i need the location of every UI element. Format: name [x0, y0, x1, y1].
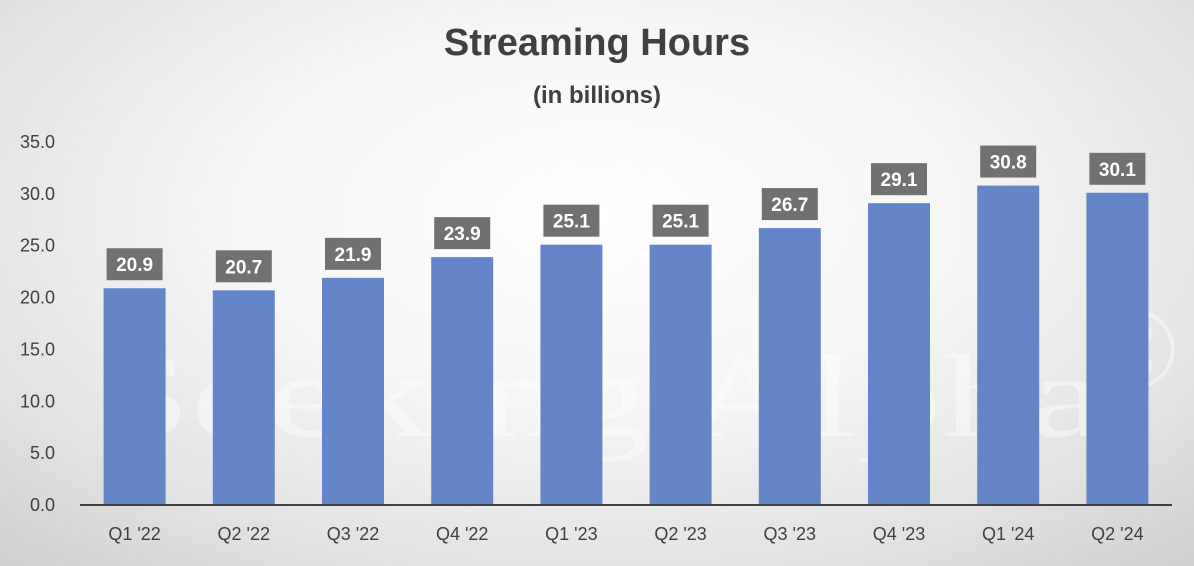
- y-tick-label: 0.0: [30, 495, 55, 515]
- x-tick-label: Q4 '23: [873, 524, 925, 544]
- data-label: 25.1: [543, 204, 600, 237]
- data-labels: 20.9 20.7 21.9 23.9 25.1 25.1 26.7 29.1 30.8 30.1: [106, 145, 1146, 283]
- data-label-text: 29.1: [881, 170, 918, 191]
- y-tick-label: 25.0: [20, 236, 55, 256]
- data-label-box: [761, 188, 818, 221]
- chart-subtitle: (in billions): [533, 82, 661, 109]
- data-label-text: 30.8: [990, 153, 1027, 174]
- data-label-text: 23.9: [444, 224, 481, 245]
- data-label: 25.1: [652, 204, 709, 237]
- x-tick-label: Q2 '22: [218, 524, 270, 544]
- data-label-box: [652, 204, 709, 237]
- bar: [103, 288, 166, 505]
- data-label: 20.9: [106, 248, 163, 281]
- bar: [540, 244, 603, 506]
- y-tick-label: 5.0: [30, 443, 55, 463]
- data-label-text: 25.1: [662, 212, 699, 233]
- x-tick-label: Q3 '23: [764, 524, 816, 544]
- bar: [212, 290, 275, 505]
- x-axis: Q1 '22 Q2 '22 Q3 '22 Q4 '22 Q1 '23 Q2 '23 Q3 '…: [80, 504, 1172, 544]
- data-label: 29.1: [871, 163, 927, 196]
- data-label: 30.1: [1089, 152, 1146, 185]
- data-label-box: [434, 217, 491, 250]
- bar: [649, 244, 712, 506]
- data-label-box: [980, 145, 1037, 178]
- y-tick-label: 15.0: [20, 339, 55, 359]
- chart-title: Streaming Hours: [443, 22, 751, 64]
- x-tick-label: Q2 '24: [1091, 524, 1143, 544]
- data-label-box: [215, 250, 272, 283]
- data-label-box: [325, 237, 381, 270]
- data-label-text: 21.9: [335, 245, 372, 266]
- bar: [431, 257, 494, 505]
- data-label-text: 25.1: [553, 212, 590, 233]
- data-label-box: [543, 204, 600, 237]
- data-label-text: 20.9: [116, 255, 153, 276]
- data-label-box: [1089, 152, 1146, 185]
- x-tick-label: Q1 '23: [545, 524, 597, 544]
- data-label-text: 30.1: [1099, 160, 1136, 181]
- y-tick-label: 35.0: [20, 132, 55, 152]
- bar: [758, 228, 821, 505]
- data-label-box: [871, 163, 927, 196]
- x-tick-label: Q4 '22: [436, 524, 488, 544]
- data-label-text: 26.7: [771, 195, 808, 216]
- data-label: 20.7: [215, 250, 272, 283]
- data-label-box: [106, 248, 163, 281]
- bars: [103, 185, 1149, 506]
- bar: [322, 277, 384, 505]
- bar: [1086, 192, 1149, 505]
- y-axis: 0.0 5.0 10.0 15.0 20.0 25.0 30.0 35.0: [20, 132, 55, 515]
- y-tick-label: 20.0: [20, 288, 55, 308]
- data-label: 26.7: [761, 188, 818, 221]
- x-tick-label: Q2 '23: [654, 524, 706, 544]
- data-label: 30.8: [980, 145, 1037, 178]
- data-label: 21.9: [325, 237, 381, 270]
- x-tick-label: Q3 '22: [327, 524, 379, 544]
- bar: [977, 185, 1040, 505]
- bar: [868, 203, 930, 506]
- y-tick-label: 30.0: [20, 184, 55, 204]
- data-label-text: 20.7: [225, 257, 262, 278]
- data-label: 23.9: [434, 217, 491, 250]
- y-tick-label: 10.0: [20, 391, 55, 411]
- x-tick-label: Q1 '22: [108, 524, 160, 544]
- x-tick-label: Q1 '24: [982, 524, 1034, 544]
